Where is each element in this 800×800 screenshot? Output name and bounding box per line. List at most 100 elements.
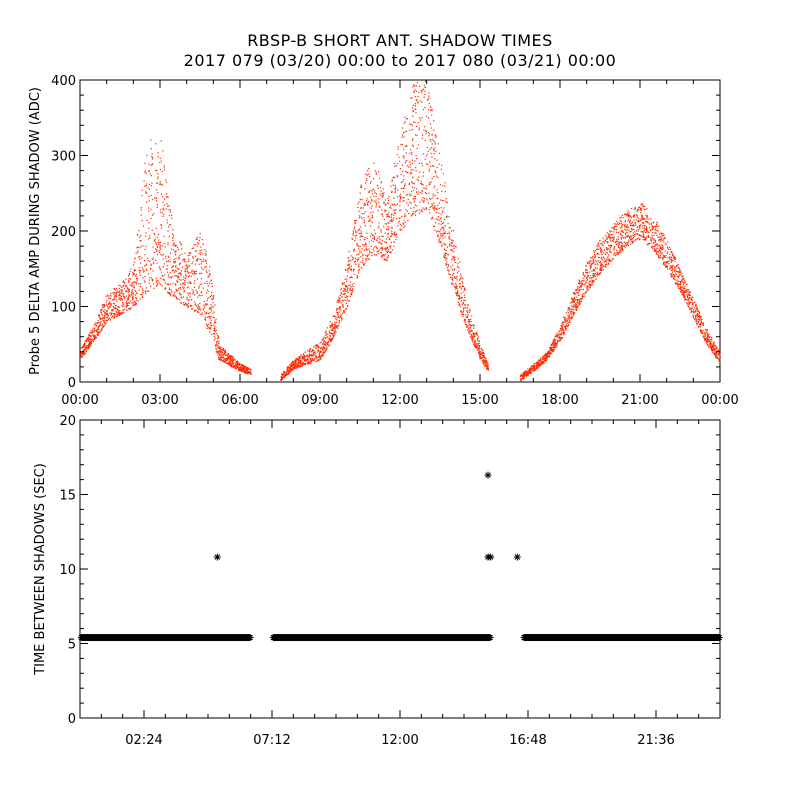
amp-point — [131, 282, 134, 284]
amp-point — [339, 307, 341, 309]
amp-point — [291, 369, 293, 371]
amp-point — [227, 363, 230, 365]
amp-point — [349, 284, 351, 286]
amp-point — [159, 247, 161, 249]
amp-point — [562, 328, 564, 330]
amp-point — [628, 214, 630, 216]
amp-point — [610, 240, 612, 242]
amp-point — [421, 192, 423, 195]
amp-point — [331, 329, 333, 332]
amp-point — [425, 130, 427, 132]
amp-point — [153, 213, 155, 215]
amp-point — [204, 316, 206, 318]
amp-point — [438, 163, 440, 165]
amp-point — [568, 316, 570, 318]
amp-point — [437, 198, 439, 200]
amp-point — [534, 369, 536, 371]
amp-point — [404, 183, 406, 185]
amp-point — [479, 356, 481, 358]
amp-point — [447, 254, 450, 256]
amp-point — [464, 287, 466, 289]
amp-point — [324, 344, 326, 346]
amp-point — [601, 269, 603, 272]
amp-point — [564, 325, 566, 328]
amp-point — [309, 354, 311, 356]
amp-point — [122, 281, 124, 283]
amp-point — [365, 258, 367, 261]
amp-point — [561, 328, 563, 330]
amp-point — [106, 300, 108, 302]
amp-point — [168, 256, 170, 258]
amp-point — [605, 235, 607, 237]
amp-point — [441, 245, 443, 247]
amp-point — [192, 257, 194, 259]
amp-point — [238, 364, 240, 366]
amp-point — [472, 336, 474, 338]
amp-point — [99, 322, 101, 324]
amp-point — [565, 328, 567, 330]
amp-point — [487, 364, 489, 366]
amp-point — [650, 242, 652, 244]
amp-point — [623, 213, 626, 215]
amp-point — [425, 192, 427, 195]
amp-point — [90, 330, 92, 332]
amp-point — [454, 283, 457, 285]
amp-point — [183, 276, 185, 278]
amp-point — [525, 370, 527, 372]
amp-point — [133, 281, 135, 283]
amp-point — [155, 243, 158, 245]
amp-point — [150, 185, 153, 187]
amp-point — [423, 96, 425, 98]
amp-point — [185, 274, 187, 276]
amp-point — [441, 164, 443, 166]
amp-point — [537, 362, 539, 364]
amp-point — [543, 362, 545, 364]
amp-point — [440, 217, 442, 219]
amp-point — [315, 347, 317, 350]
amp-point — [150, 148, 152, 150]
amp-point — [280, 375, 282, 377]
amp-point — [346, 298, 348, 300]
amp-point — [360, 186, 363, 188]
amp-point — [168, 276, 170, 278]
amp-point — [424, 158, 426, 160]
amp-point — [522, 375, 524, 377]
amp-point — [207, 290, 209, 293]
amp-point — [630, 215, 632, 218]
amp-point — [160, 183, 162, 185]
amp-point — [215, 347, 217, 350]
amp-point — [605, 264, 608, 266]
amp-point — [175, 266, 177, 268]
amp-point — [150, 264, 152, 266]
amp-point — [555, 347, 557, 349]
amp-point — [347, 290, 349, 292]
amp-point — [124, 281, 126, 283]
amp-point — [622, 217, 624, 219]
amp-point — [103, 320, 105, 322]
amp-point — [356, 244, 359, 247]
amp-point — [637, 228, 639, 230]
amp-point — [414, 204, 416, 206]
amp-point — [621, 246, 623, 248]
amp-point — [237, 367, 239, 369]
amp-point — [419, 212, 421, 214]
amp-point — [129, 295, 131, 297]
amp-point — [116, 311, 118, 314]
amp-point — [619, 247, 621, 249]
amp-point — [181, 297, 183, 299]
amp-point — [166, 283, 168, 285]
amp-point — [237, 369, 240, 371]
amp-point — [113, 312, 115, 314]
amp-point — [298, 361, 300, 363]
amp-point — [372, 188, 374, 190]
amp-point — [464, 296, 466, 298]
amp-point — [468, 311, 470, 313]
amp-point — [391, 214, 393, 216]
amp-point — [208, 270, 210, 272]
amp-point — [196, 250, 198, 252]
amp-point — [286, 371, 288, 373]
amp-point — [643, 208, 645, 210]
amp-point — [423, 129, 425, 131]
amp-point — [165, 181, 168, 183]
amp-point — [393, 176, 395, 179]
